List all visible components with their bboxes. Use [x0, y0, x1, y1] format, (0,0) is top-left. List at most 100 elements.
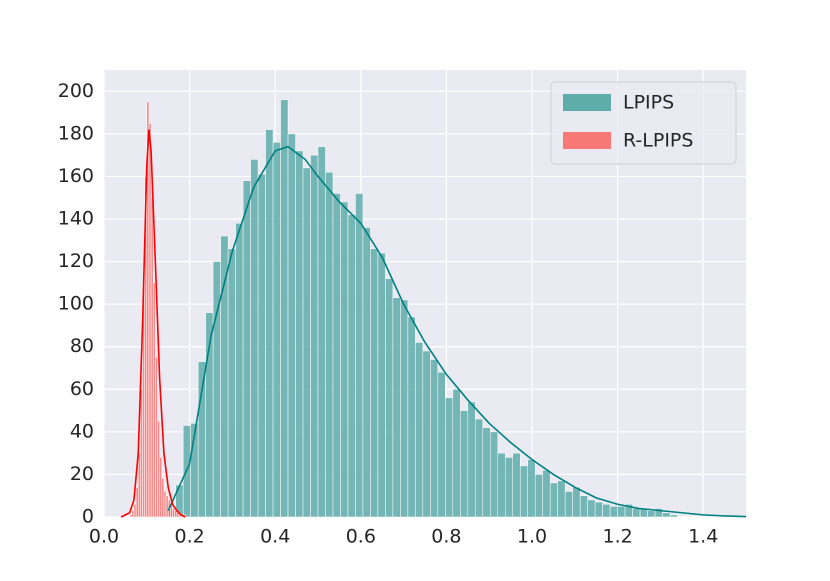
bar — [385, 278, 394, 518]
legend: LPIPS R-LPIPS — [550, 81, 737, 165]
bar — [482, 427, 491, 518]
legend-label: R-LPIPS — [623, 130, 693, 152]
y-tick-label: 120 — [58, 250, 94, 272]
bar — [159, 457, 163, 518]
bar — [362, 227, 371, 518]
bar — [332, 193, 341, 518]
bar — [445, 397, 454, 518]
bar — [242, 180, 251, 518]
bar — [662, 512, 671, 518]
bar — [272, 142, 281, 518]
bar — [430, 359, 439, 518]
bar — [155, 357, 158, 518]
bar — [165, 495, 169, 518]
bar — [572, 486, 581, 518]
bar — [280, 99, 289, 518]
bar — [325, 171, 334, 518]
bar — [161, 478, 165, 518]
y-tick-label: 0 — [82, 506, 94, 528]
bar — [148, 122, 152, 518]
bar — [505, 457, 513, 518]
bar — [647, 510, 656, 518]
x-tick-label: 1.2 — [602, 526, 632, 548]
x-tick-label: 1.4 — [688, 526, 718, 548]
bar — [152, 282, 156, 518]
bar — [407, 316, 416, 518]
bar — [140, 389, 143, 518]
bar — [174, 510, 178, 518]
y-tick-label: 20 — [70, 463, 94, 485]
x-tick-label: 1.0 — [517, 526, 547, 548]
bar — [490, 431, 499, 518]
bar — [220, 235, 229, 518]
bar — [257, 174, 266, 518]
bar — [549, 482, 558, 518]
bar — [131, 510, 135, 518]
bar — [669, 514, 678, 518]
bar — [302, 167, 311, 518]
bar — [557, 480, 566, 518]
bar — [594, 501, 603, 518]
y-tick-label: 180 — [58, 122, 94, 144]
bar — [370, 248, 379, 518]
kde-line — [120, 129, 186, 518]
bar — [587, 499, 596, 518]
bar — [534, 474, 543, 518]
bar — [172, 508, 175, 518]
bar — [632, 508, 641, 518]
bar — [519, 465, 528, 518]
bar — [137, 452, 141, 518]
bar — [609, 506, 618, 518]
bar — [497, 452, 506, 518]
bar — [460, 410, 469, 518]
bar — [392, 297, 401, 518]
y-tick-label: 100 — [58, 293, 94, 315]
y-tick-label: 60 — [70, 378, 94, 400]
bar — [467, 401, 476, 518]
y-tick-label: 200 — [58, 80, 94, 102]
bar — [227, 248, 236, 518]
kde-line — [167, 145, 747, 518]
legend-swatch — [563, 94, 611, 111]
x-tick-label: 0.2 — [174, 526, 204, 548]
bar — [310, 154, 319, 518]
x-tick-label: 0.4 — [260, 526, 290, 548]
bar — [512, 452, 521, 518]
bar — [422, 350, 431, 518]
bar — [437, 372, 446, 518]
bar — [564, 491, 573, 518]
bar — [135, 486, 139, 518]
bar — [602, 503, 611, 518]
y-tick-label: 80 — [70, 335, 94, 357]
bar — [197, 361, 206, 518]
y-tick-label: 160 — [58, 165, 94, 187]
bar — [415, 342, 424, 518]
bar — [150, 197, 154, 518]
bar — [542, 469, 551, 518]
y-tick-label: 40 — [70, 420, 94, 442]
bar — [340, 201, 349, 518]
legend-swatch — [563, 132, 611, 149]
bar — [157, 420, 160, 518]
bar — [265, 129, 274, 518]
legend-label: LPIPS — [623, 92, 674, 114]
bar — [347, 214, 356, 518]
bar — [377, 252, 386, 518]
bar — [250, 159, 259, 518]
bar — [133, 503, 137, 518]
bar — [163, 491, 167, 518]
bar — [452, 389, 461, 518]
x-tick-label: 0.6 — [346, 526, 376, 548]
bar — [295, 150, 304, 518]
bar — [579, 495, 588, 518]
bar — [400, 299, 409, 518]
bar — [475, 418, 484, 518]
bar — [235, 223, 244, 518]
x-tick-label: 0.8 — [431, 526, 461, 548]
bar — [129, 514, 133, 518]
bar — [617, 506, 626, 518]
bar — [287, 133, 296, 518]
bar — [355, 193, 364, 518]
x-tick-label: 0.0 — [89, 526, 119, 548]
